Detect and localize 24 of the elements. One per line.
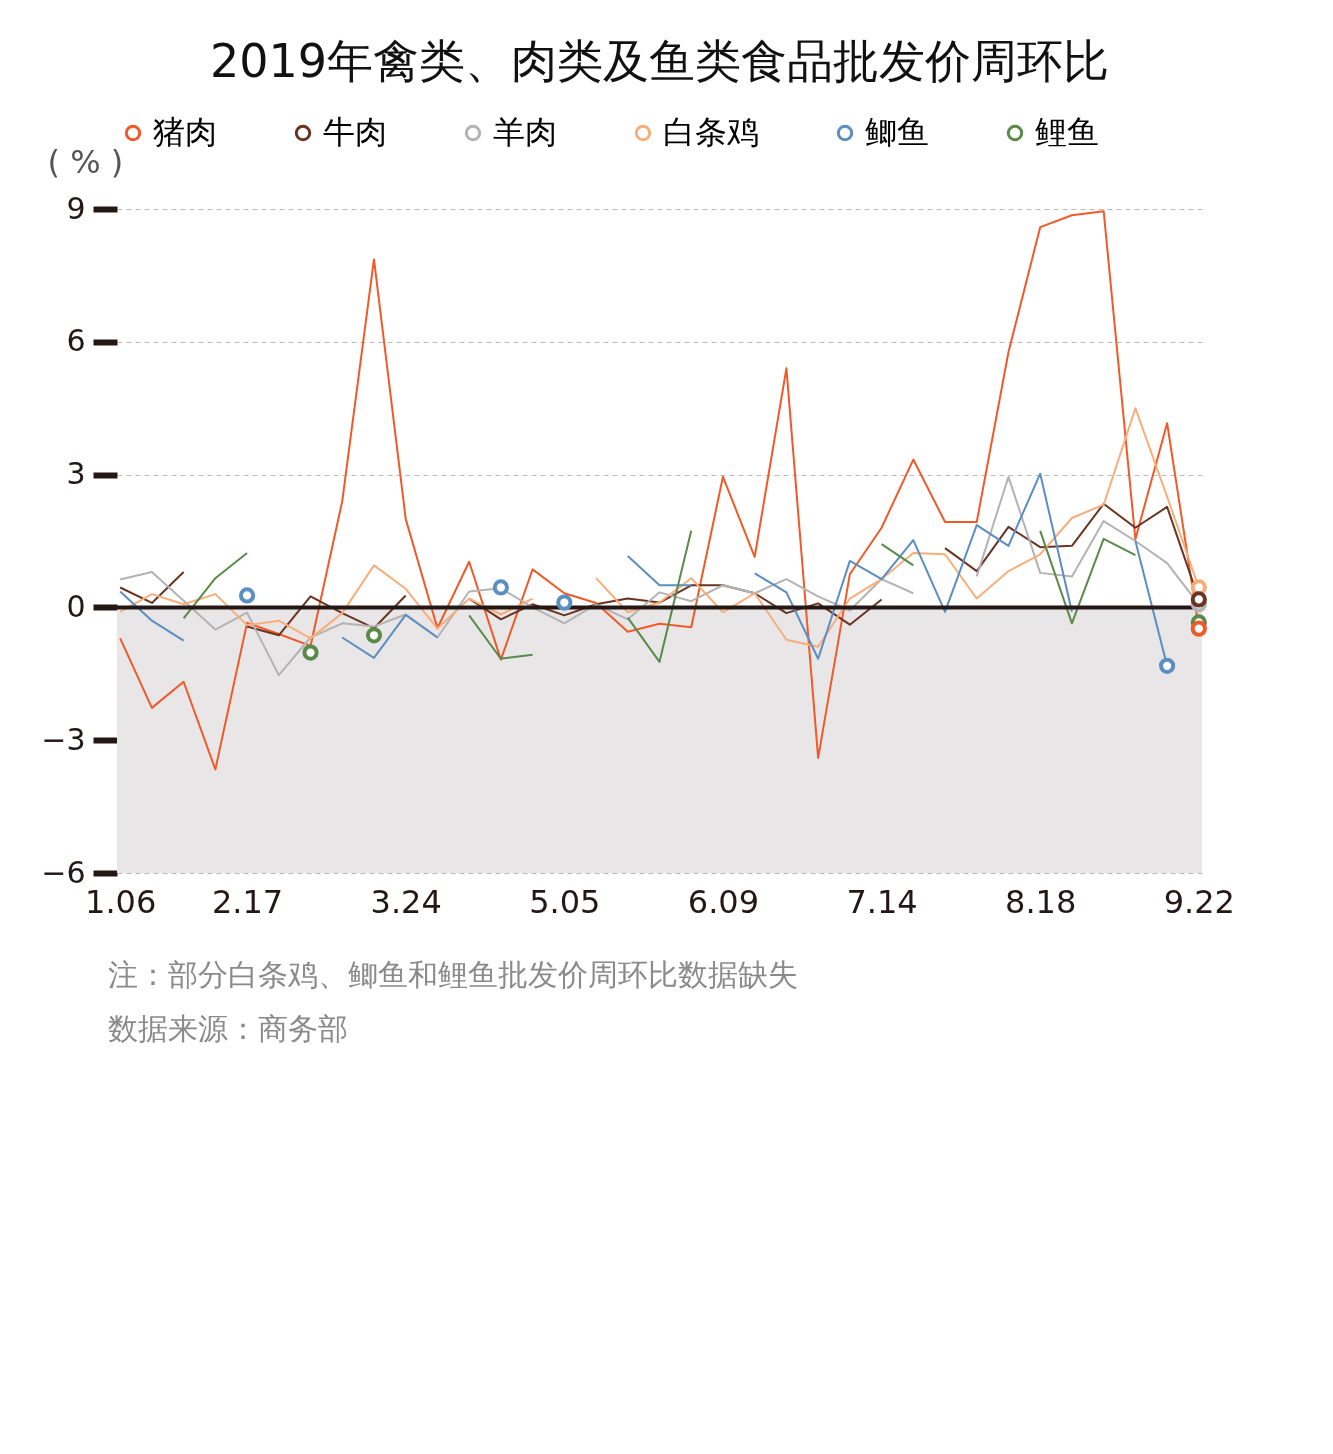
- legend-label: 羊肉: [493, 113, 557, 151]
- y-tick-label: 0: [66, 588, 86, 624]
- text: 注：部分白条鸡、鲫鱼和鲤鱼批发价周环比数据缺失: [108, 956, 799, 994]
- legend-label: 鲤鱼: [1035, 113, 1099, 151]
- y-tick-label: 6: [66, 323, 86, 359]
- x-tick-label: 9.22: [1163, 882, 1235, 921]
- chart-title: 2019年禽类、肉类及鱼类食品批发价周环比: [209, 34, 1110, 88]
- legend-label: 白条鸡: [663, 113, 759, 151]
- x-tick-label: 1.06: [85, 882, 157, 921]
- legend-label: 猪肉: [153, 113, 217, 151]
- y-tick-label: 3: [66, 456, 86, 492]
- legend-label: 鲫鱼: [865, 113, 929, 151]
- y-tick-label: 9: [66, 190, 86, 226]
- x-tick-label: 2.17: [211, 882, 284, 921]
- y-tick-label: −3: [41, 721, 86, 757]
- x-tick-label: 5.05: [529, 882, 601, 921]
- x-tick-label: 3.24: [370, 882, 442, 921]
- source-note: 数据来源：商务部: [108, 1010, 349, 1048]
- x-tick-label: 7.14: [846, 882, 918, 921]
- legend-label: 牛肉: [323, 113, 387, 151]
- y-tick-label: −6: [41, 854, 86, 890]
- x-tick-label: 8.18: [1005, 882, 1077, 921]
- y-axis-title: ( % ): [47, 142, 124, 181]
- x-tick-label: 6.09: [687, 882, 760, 921]
